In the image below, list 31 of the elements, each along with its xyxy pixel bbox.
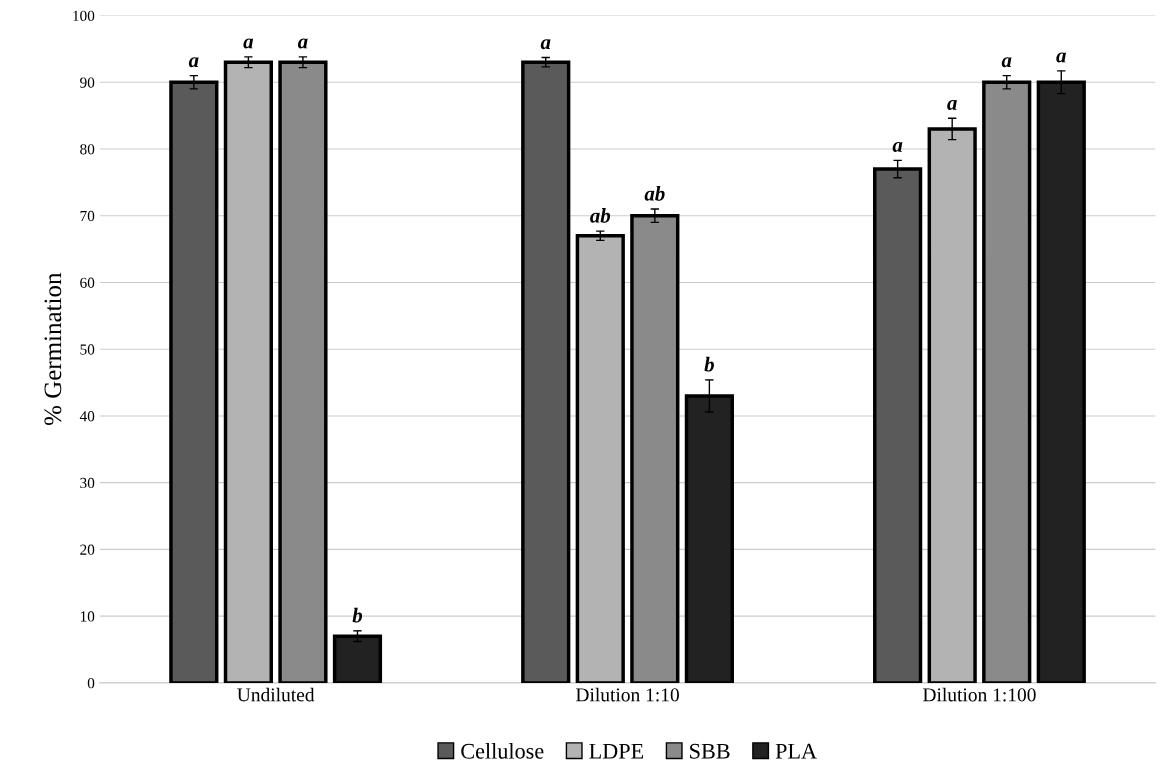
- y-tick-label: 70: [80, 210, 95, 222]
- y-tick-label: 10: [80, 611, 95, 622]
- legend-label: PLA: [775, 743, 817, 759]
- data-label: a: [297, 38, 308, 49]
- data-label: ab: [590, 208, 611, 223]
- y-tick-label: 100: [73, 10, 95, 21]
- data-label: a: [188, 57, 199, 68]
- data-label: a: [1001, 57, 1012, 68]
- x-tick-label: Dilution 1:10: [575, 687, 679, 702]
- legend-label: SBB: [690, 743, 730, 759]
- y-tick-label: 80: [80, 144, 95, 155]
- y-tick-label: 0: [87, 678, 95, 689]
- legend-label: Cellulose: [461, 743, 544, 759]
- y-tick-label: 50: [80, 344, 95, 355]
- data-label: a: [540, 39, 551, 50]
- y-tick-label: 60: [80, 277, 95, 288]
- data-label: b: [352, 607, 363, 623]
- x-tick-label: Undiluted: [237, 687, 315, 702]
- data-label: a: [892, 141, 903, 152]
- data-label: b: [704, 356, 714, 372]
- data-label: a: [1056, 52, 1066, 63]
- y-tick-label: 30: [80, 477, 95, 489]
- y-axis-title: % Germination: [44, 272, 62, 426]
- data-label: ab: [644, 185, 665, 201]
- data-label: a: [947, 99, 957, 110]
- y-tick-label: 20: [80, 544, 95, 555]
- y-tick-label: 90: [80, 77, 95, 88]
- legend-label: LDPE: [589, 743, 644, 759]
- x-tick-label: Dilution 1:100: [923, 687, 1036, 702]
- y-tick-label: 40: [79, 411, 95, 422]
- data-label: a: [243, 38, 254, 49]
